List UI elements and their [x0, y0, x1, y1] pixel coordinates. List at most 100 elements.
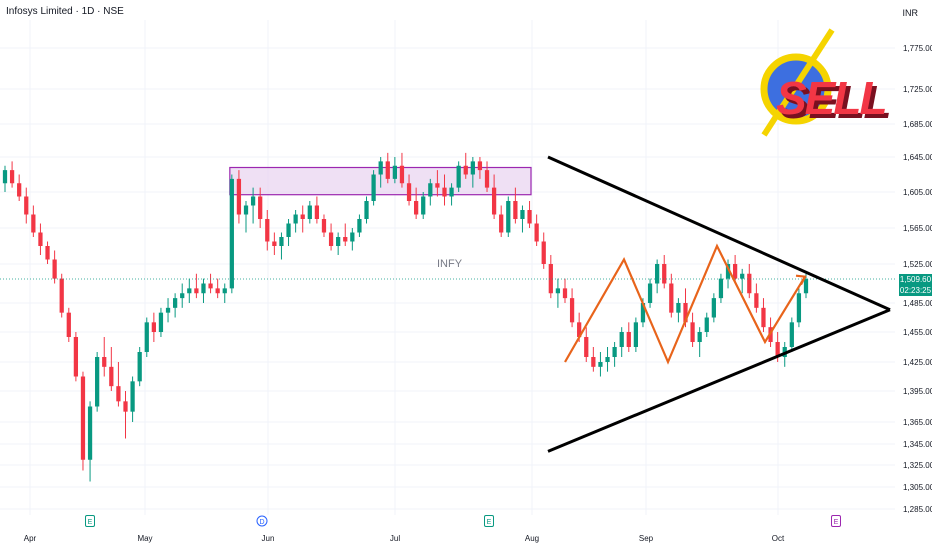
- candle: [336, 232, 341, 255]
- svg-text:SELL: SELL: [780, 76, 890, 128]
- chart-title: Infosys Limited · 1D · NSE: [6, 6, 124, 17]
- candles-layer: [2, 152, 809, 482]
- candle: [598, 352, 603, 377]
- candle: [229, 174, 234, 294]
- candle: [250, 187, 256, 224]
- candle: [180, 283, 185, 308]
- candle: [385, 152, 390, 184]
- candle: [123, 391, 128, 439]
- event-marker-earnings[interactable]: E: [85, 515, 95, 527]
- candle: [740, 268, 745, 294]
- candle: [137, 347, 142, 387]
- candle: [265, 210, 270, 251]
- y-tick-label: 1,425.00: [903, 358, 932, 367]
- candle: [66, 307, 71, 342]
- y-tick-label: 1,775.00: [903, 44, 932, 53]
- candle: [449, 183, 454, 206]
- y-tick-label: 1,325.00: [903, 461, 932, 470]
- candle: [711, 293, 716, 323]
- event-marker-dividend[interactable]: D: [256, 515, 268, 527]
- candle: [414, 187, 419, 219]
- candle: [655, 259, 660, 294]
- candle: [633, 317, 639, 352]
- candle: [761, 298, 766, 332]
- candle: [725, 259, 731, 289]
- candle: [364, 196, 369, 224]
- candle: [392, 157, 397, 184]
- chart-grid: [0, 20, 895, 515]
- candle: [605, 347, 610, 372]
- event-marker-earnings-upcoming[interactable]: E: [831, 515, 841, 527]
- candle: [697, 327, 702, 357]
- y-tick-label: 1,485.00: [903, 299, 932, 308]
- candle: [647, 278, 653, 308]
- event-marker-earnings[interactable]: E: [484, 515, 494, 527]
- drawing-overlays: INFY: [0, 155, 895, 453]
- svg-text:SELL: SELL: [776, 72, 886, 124]
- candle: [222, 283, 227, 303]
- candle: [442, 174, 447, 206]
- candle: [371, 170, 376, 206]
- last-price-badge: 1,509.60 02:23:25: [899, 274, 932, 296]
- y-tick-label: 1,605.00: [903, 188, 932, 197]
- candle: [399, 152, 405, 188]
- candle: [208, 273, 213, 294]
- candle: [102, 337, 107, 377]
- candle: [555, 278, 561, 308]
- candle: [477, 157, 483, 179]
- candle: [456, 161, 461, 192]
- time-axis[interactable]: Apr May Jun Jul Aug Sep Oct: [24, 534, 785, 543]
- candle: [520, 205, 525, 233]
- candle: [754, 283, 759, 313]
- candle: [286, 219, 291, 246]
- candle: [321, 214, 327, 237]
- candle: [569, 288, 575, 328]
- candle: [718, 273, 724, 303]
- symbol-watermark: INFY: [437, 258, 463, 270]
- candle: [172, 293, 178, 318]
- candle: [435, 170, 440, 197]
- candle: [80, 371, 86, 471]
- candle: [662, 255, 667, 289]
- x-tick-label: Sep: [639, 534, 654, 543]
- candle: [52, 250, 57, 284]
- candle: [130, 376, 135, 422]
- candle: [690, 312, 695, 347]
- y-tick-label: 1,455.00: [903, 328, 932, 337]
- candle: [31, 205, 36, 237]
- candle: [95, 352, 100, 412]
- candle: [350, 228, 355, 251]
- y-tick-label: 1,645.00: [903, 153, 932, 162]
- candle: [165, 298, 171, 323]
- candle: [704, 312, 709, 337]
- candle: [619, 327, 624, 357]
- candle: [24, 187, 29, 224]
- candle: [548, 255, 553, 299]
- y-tick-label: 1,725.00: [903, 85, 932, 94]
- y-tick-label: 1,565.00: [903, 224, 932, 233]
- x-tick-label: Jun: [262, 534, 275, 543]
- candle: [45, 241, 50, 264]
- candle: [796, 288, 802, 328]
- candle: [463, 152, 468, 179]
- candle: [272, 232, 277, 255]
- price-axis[interactable]: 1,775.00 1,725.00 1,685.00 1,645.00 1,605.00…: [903, 44, 932, 514]
- candle: [406, 174, 412, 206]
- candle: [584, 327, 589, 362]
- candle: [328, 223, 334, 251]
- candle: [73, 332, 79, 382]
- candle: [87, 401, 93, 482]
- candle: [293, 210, 298, 233]
- x-tick-label: Aug: [525, 534, 539, 543]
- y-tick-label: 1,395.00: [903, 387, 932, 396]
- candle: [591, 347, 596, 372]
- candle: [151, 312, 156, 342]
- candle: [357, 214, 362, 237]
- candle: [187, 278, 192, 303]
- candle: [626, 322, 631, 352]
- candle: [499, 205, 504, 237]
- candle: [562, 278, 568, 303]
- svg-text:E: E: [487, 519, 492, 526]
